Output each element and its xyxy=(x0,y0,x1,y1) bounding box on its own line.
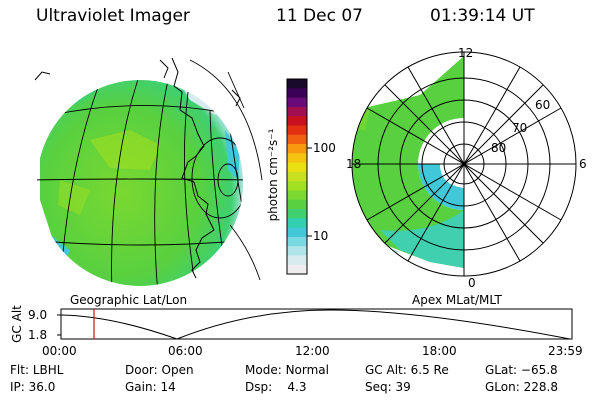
info-glat-value: −65.8 xyxy=(520,363,558,377)
colorbar-segment xyxy=(287,125,307,136)
time-tick-2359: 23:59 xyxy=(548,344,583,358)
colorbar-segment xyxy=(287,88,307,99)
colorbar-segment xyxy=(287,246,307,257)
colorbar-segment xyxy=(287,153,307,164)
colorbar xyxy=(286,78,312,275)
colorbar-segment xyxy=(287,97,307,108)
colorbar-segment xyxy=(287,144,307,154)
mlat-label-80: 80 xyxy=(491,141,507,155)
colorbar-segment xyxy=(287,227,307,238)
info-glat: GLat: −65.8 xyxy=(485,363,558,377)
time-tick-0000: 00:00 xyxy=(42,344,77,358)
header-time: 01:39:14 UT xyxy=(430,6,535,26)
colorbar-segment xyxy=(287,162,307,173)
colorbar-segment xyxy=(287,79,307,89)
alt-tick-9: 9.0 xyxy=(28,308,48,322)
time-tick-1800: 18:00 xyxy=(422,344,457,358)
colorbar-segment xyxy=(287,106,307,117)
colorbar-segment xyxy=(287,190,307,201)
info-flt: Flt: LBHL xyxy=(10,363,64,377)
colorbar-segment xyxy=(287,218,307,229)
colorbar-segment xyxy=(287,171,307,182)
colorbar-tick-100: 100 xyxy=(313,141,336,155)
time-tick-0600: 06:00 xyxy=(168,344,203,358)
info-mode: Mode: Normal xyxy=(245,363,329,377)
info-gcalt: GC Alt: 6.5 Re xyxy=(365,363,449,377)
mlt-label-12: 12 xyxy=(458,46,474,60)
colorbar-segment xyxy=(287,236,307,247)
colorbar-segment xyxy=(287,134,307,145)
info-gain-value: 14 xyxy=(160,380,176,394)
info-gain: Gain: 14 xyxy=(125,380,176,394)
info-seq: Seq: 39 xyxy=(365,380,411,394)
info-gcalt-value: 6.5 Re xyxy=(410,363,449,377)
colorbar-segment xyxy=(287,181,307,192)
info-flt-value: LBHL xyxy=(32,363,64,377)
info-door: Door: Open xyxy=(125,363,194,377)
colorbar-segment xyxy=(287,209,307,219)
info-dsp: Dsp: 4.3 xyxy=(245,380,307,394)
info-ip-value: 36.0 xyxy=(28,380,56,394)
mlt-label-18: 18 xyxy=(346,157,362,171)
info-seq-value: 39 xyxy=(395,380,411,394)
mlt-label-6: 6 xyxy=(579,157,587,171)
altitude-ylabel: GC Alt xyxy=(10,305,24,343)
mlat-label-70: 70 xyxy=(512,121,528,135)
alt-tick-1-8: 1.8 xyxy=(28,328,48,342)
info-glon-value: 228.8 xyxy=(523,380,558,394)
mlat-label-60: 60 xyxy=(535,98,551,112)
altitude-plot xyxy=(57,308,573,340)
info-dsp-value: 4.3 xyxy=(287,380,307,394)
colorbar-segment xyxy=(287,264,307,275)
info-ip: IP: 36.0 xyxy=(10,380,56,394)
apex-label: Apex MLat/MLT xyxy=(412,293,502,307)
colorbar-segment xyxy=(287,116,307,127)
polar-plot xyxy=(351,51,577,277)
header-date: 11 Dec 07 xyxy=(276,6,363,26)
colorbar-segment xyxy=(287,255,307,266)
colorbar-segment xyxy=(287,199,307,210)
geographic-image xyxy=(34,57,263,286)
info-door-value: Open xyxy=(161,363,194,377)
info-glon: GLon: 228.8 xyxy=(485,380,558,394)
instrument-title: Ultraviolet Imager xyxy=(36,6,190,26)
geographic-label: Geographic Lat/Lon xyxy=(70,293,188,307)
colorbar-unit-label: photon cm⁻²s⁻¹ xyxy=(266,128,280,222)
info-mode-value: Normal xyxy=(285,363,329,377)
time-tick-1200: 12:00 xyxy=(295,344,330,358)
mlt-label-0: 0 xyxy=(468,276,476,290)
colorbar-tick-10: 10 xyxy=(313,229,329,243)
